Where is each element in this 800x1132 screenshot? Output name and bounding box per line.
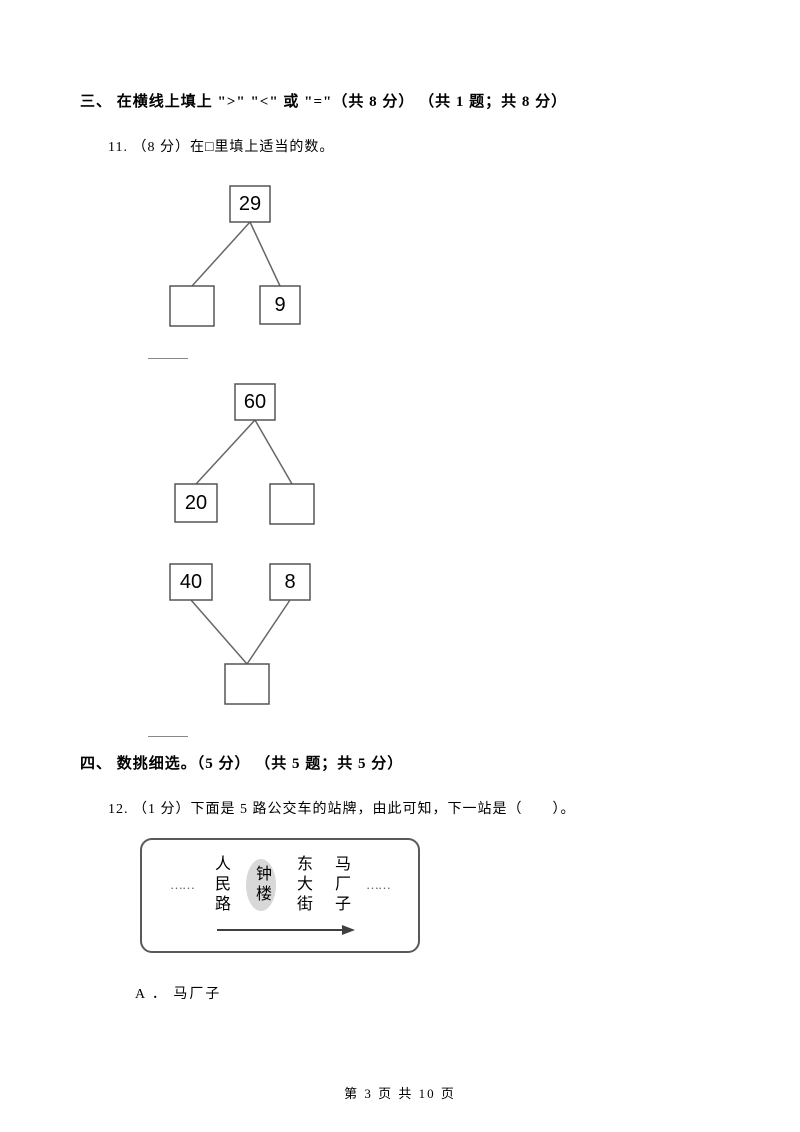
tree2-edge-right (255, 420, 292, 484)
question-12-text: 12. （1 分）下面是 5 路公交车的站牌，由此可知，下一站是（ ）。 (108, 798, 720, 818)
tree3-underline (148, 736, 188, 737)
tree1-top-val: 29 (239, 193, 261, 215)
tree3-edge-left (191, 600, 247, 664)
tree3-svg: 40 8 (140, 554, 360, 719)
stop-0: 人民路 (208, 855, 232, 915)
section-4-title: 四、 数挑细选。（5 分） （共 5 题；共 5 分） (80, 752, 720, 773)
tree2-left-val: 20 (185, 492, 207, 514)
page-footer: 第 3 页 共 10 页 (0, 1083, 800, 1102)
stop-2: 东大街 (290, 855, 314, 915)
tree3-edge-right (247, 600, 290, 664)
bus-sign-box: …… 人民路 钟楼 东大街 马厂子 …… (140, 838, 420, 953)
tree2-svg: 60 20 (140, 374, 360, 539)
question-11-text: 11. （8 分）在□里填上适当的数。 (108, 136, 720, 156)
bus-stops-row: …… 人民路 钟楼 东大街 马厂子 …… (162, 855, 398, 915)
dots-right: …… (366, 877, 390, 893)
tree1-edge-right (250, 222, 280, 286)
tree1-underline (148, 358, 188, 359)
tree1-svg: 29 9 (140, 176, 360, 341)
tree1-left-box[interactable] (170, 286, 214, 326)
direction-arrow (217, 921, 357, 939)
tree3-bot-box[interactable] (225, 664, 269, 704)
stop-3: 马厂子 (328, 855, 352, 915)
tree-diagram-3: 40 8 (140, 554, 720, 737)
tree3-left-val: 40 (180, 571, 202, 593)
stop-1-current: 钟楼 (246, 859, 276, 911)
tree2-top-val: 60 (244, 391, 266, 413)
tree1-edge-left (192, 222, 250, 286)
tree3-right-val: 8 (284, 571, 295, 593)
section-3-title: 三、 在横线上填上 ">" "<" 或 "="（共 8 分） （共 1 题；共 … (80, 90, 720, 111)
choice-a[interactable]: A ． 马厂子 (135, 983, 720, 1003)
tree2-edge-left (196, 420, 255, 484)
tree2-right-box[interactable] (270, 484, 314, 524)
tree-diagram-2: 60 20 (140, 374, 720, 539)
dots-left: …… (170, 877, 194, 893)
tree1-right-val: 9 (274, 294, 285, 316)
tree-diagram-1: 29 9 (140, 176, 720, 359)
